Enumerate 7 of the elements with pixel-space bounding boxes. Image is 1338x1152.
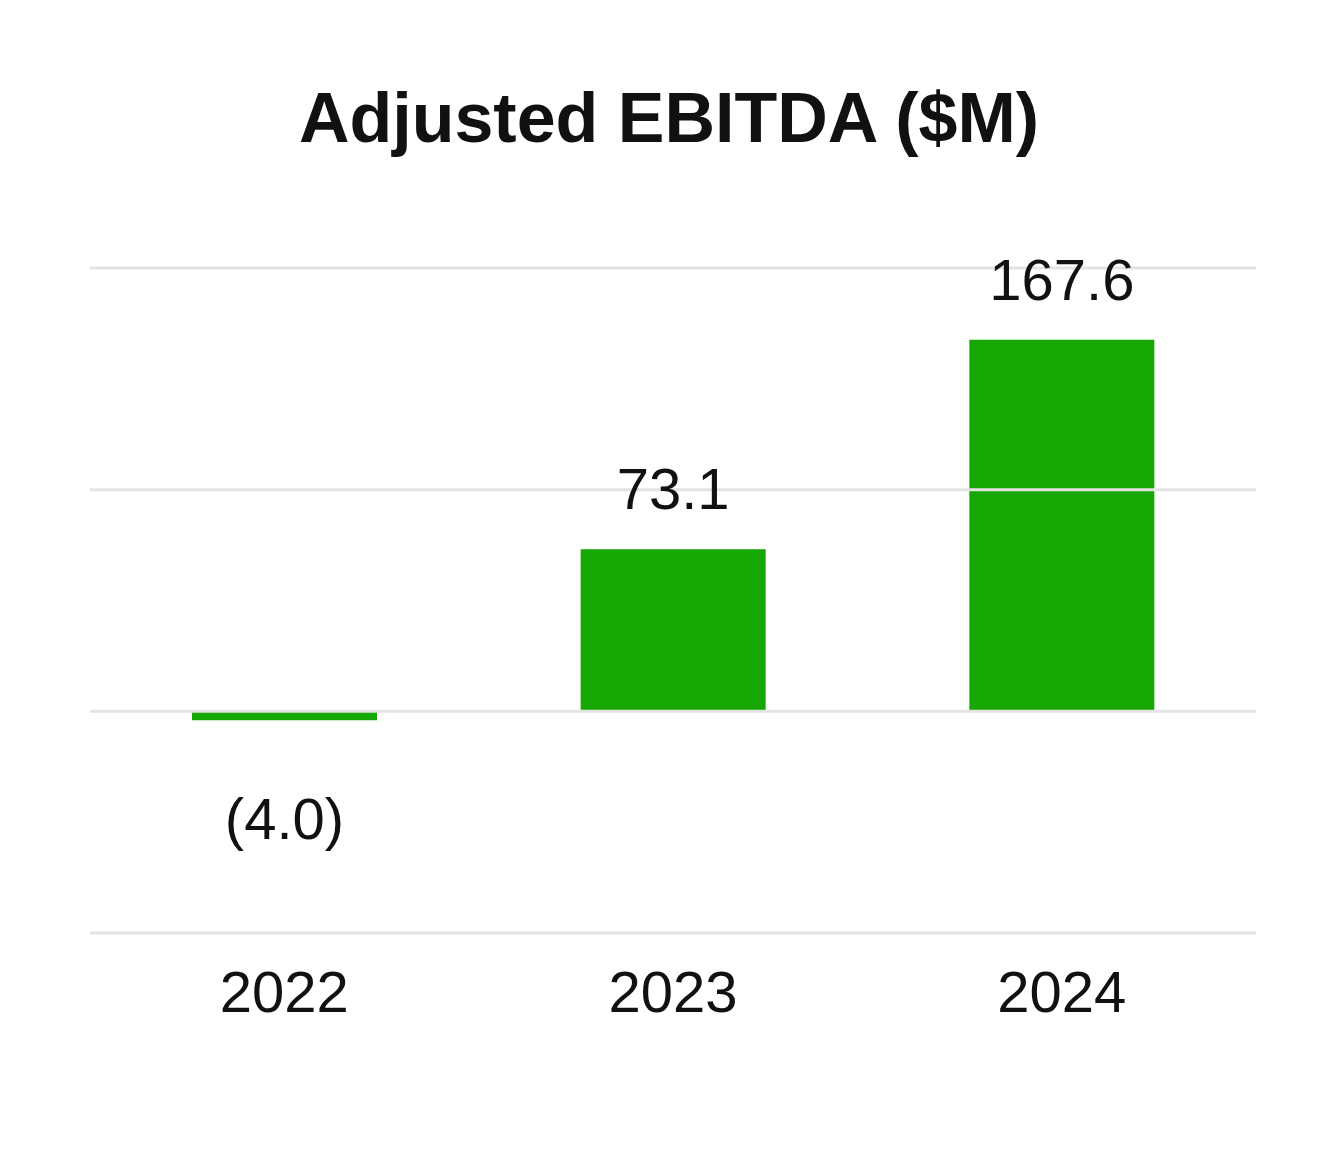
x-tick-label: 2023 [608,959,738,1025]
data-label: 73.1 [616,456,730,522]
x-tick-label: 2022 [219,959,349,1025]
data-label: 167.6 [989,246,1135,312]
x-tick-label: 2024 [997,959,1127,1025]
data-label: (4.0) [224,786,345,852]
chart-title: Adjusted EBITDA ($M) [297,78,1041,159]
